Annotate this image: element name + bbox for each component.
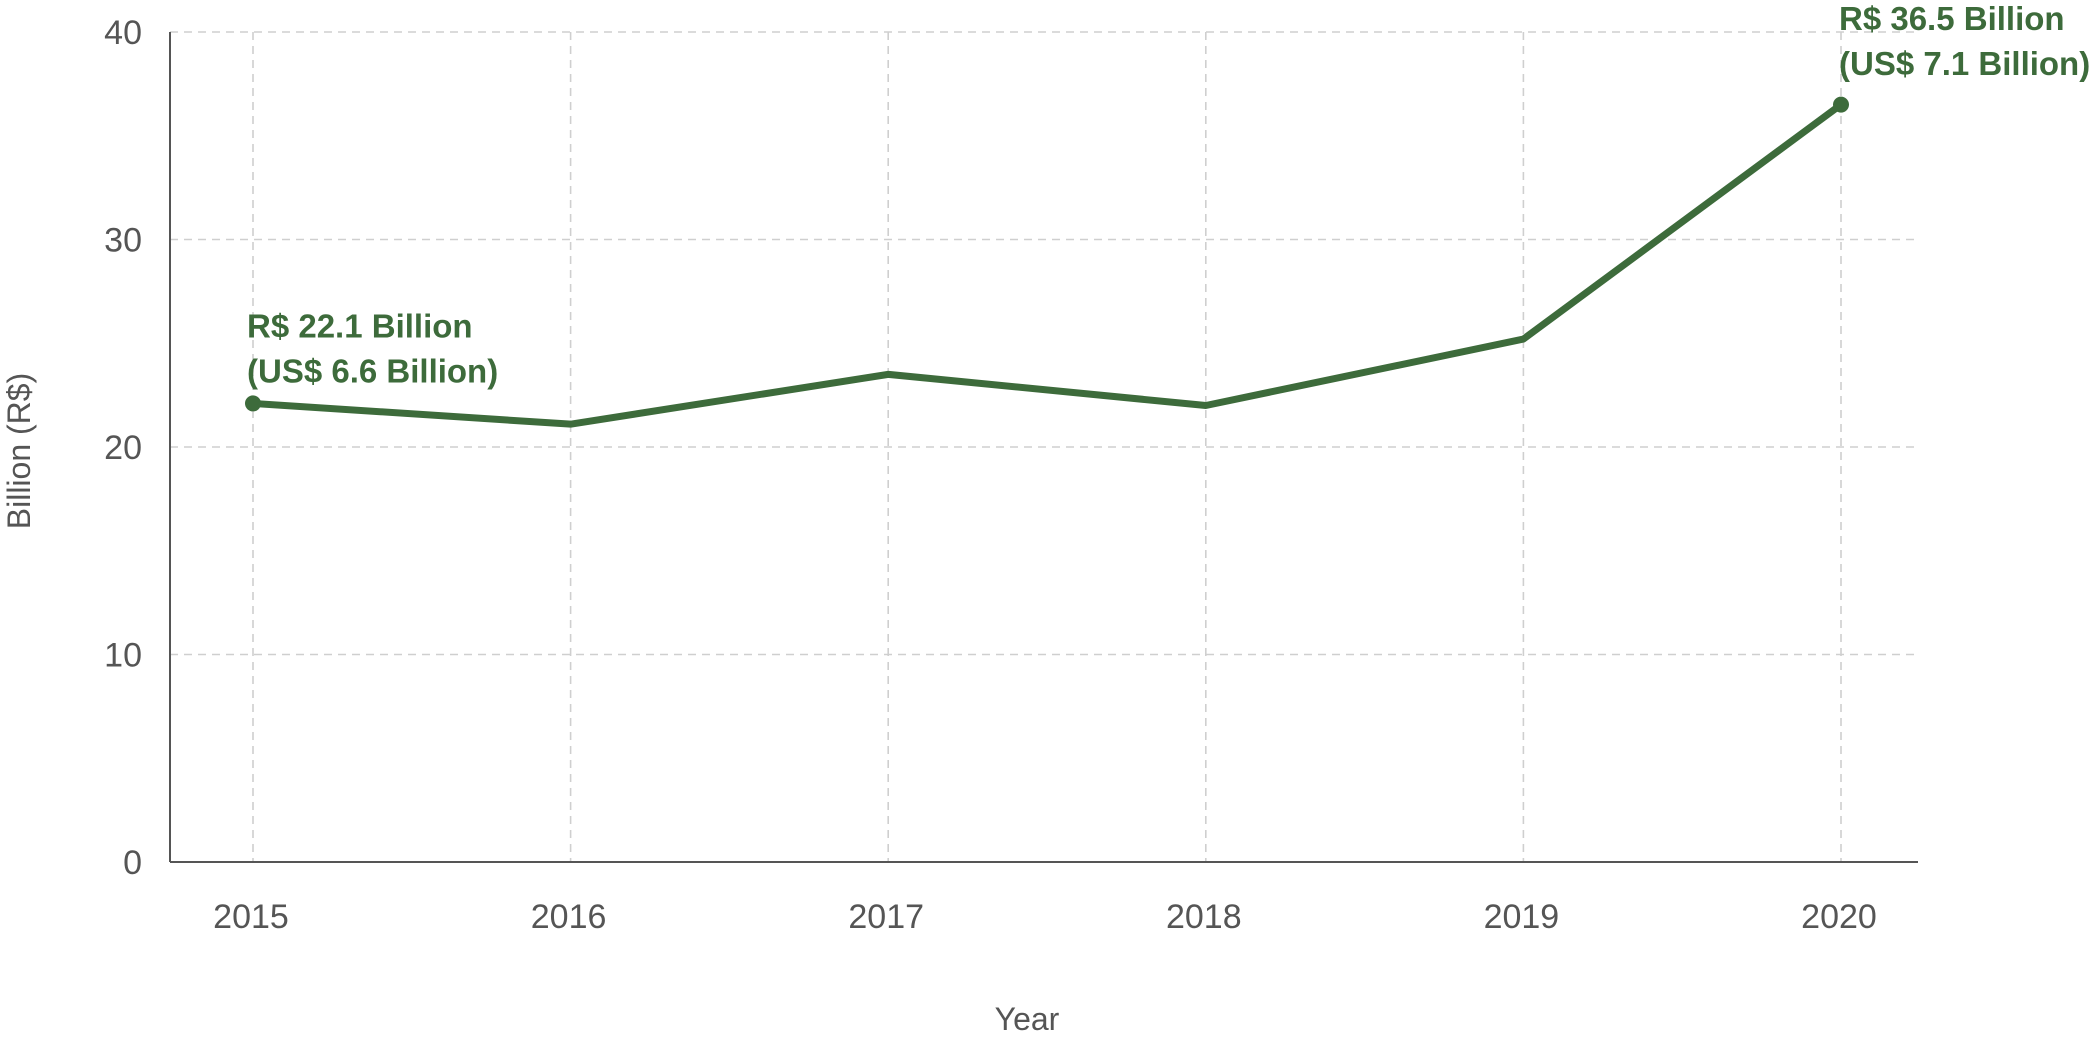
x-tick-labels: 2015 2016 2017 2018 2019 2020 (213, 898, 1877, 936)
x-tick-label: 2018 (1166, 898, 1242, 936)
x-tick-label: 2015 (213, 898, 289, 936)
y-tick-labels: 0 10 20 30 40 (104, 14, 142, 882)
axes (169, 32, 1918, 863)
y-tick-label: 30 (104, 222, 142, 260)
y-axis-title: Billion (R$) (1, 373, 37, 529)
y-tick-label: 20 (104, 429, 142, 467)
annotation-label: R$ 22.1 Billion (247, 307, 473, 344)
annotation-marker (245, 395, 261, 412)
annotation-label: (US$ 7.1 Billion) (1839, 45, 2090, 82)
x-tick-label: 2017 (848, 898, 924, 936)
annotation-label: R$ 36.5 Billion (1839, 0, 2065, 37)
y-tick-label: 0 (123, 844, 142, 882)
series (249, 101, 1845, 428)
series-line (249, 101, 1845, 428)
y-tick-label: 40 (104, 14, 142, 52)
x-tick-label: 2016 (531, 898, 607, 936)
x-tick-label: 2020 (1801, 898, 1877, 936)
annotation-marker (1833, 96, 1849, 113)
annotation-label: (US$ 6.6 Billion) (247, 352, 498, 389)
x-axis-title: Year (995, 1001, 1060, 1037)
x-tick-label: 2019 (1484, 898, 1560, 936)
y-tick-label: 10 (104, 637, 142, 675)
grid (170, 31, 1918, 862)
annotations: R$ 22.1 Billion (US$ 6.6 Billion) R$ 36.5 … (245, 0, 2090, 412)
